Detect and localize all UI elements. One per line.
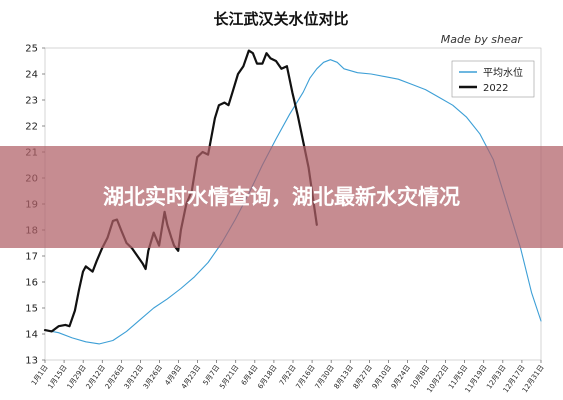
y-tick-label: 23 — [25, 96, 38, 107]
y-tick-label: 13 — [25, 356, 38, 367]
x-tick-label: 5月7日 — [202, 364, 222, 387]
x-tick-label: 1月1日 — [30, 364, 50, 387]
legend-label-avg: 平均水位 — [483, 66, 523, 79]
legend-label-2022: 2022 — [483, 83, 508, 94]
y-tick-label: 24 — [25, 70, 38, 81]
headline-text: 湖北实时水情查询，湖北最新水灾情况 — [103, 185, 460, 209]
y-tick-label: 25 — [25, 44, 38, 55]
legend-box — [451, 60, 535, 98]
x-tick-label: 3月26日 — [142, 364, 164, 391]
x-tick-label: 4月23日 — [180, 364, 202, 391]
y-tick-label: 15 — [25, 304, 38, 315]
x-tick-label: 6月18日 — [256, 364, 278, 391]
x-tick-label: 4月9日 — [163, 364, 183, 387]
series-line-average — [44, 59, 542, 345]
chart-credit: Made by shear — [441, 33, 524, 46]
y-tick-label: 22 — [25, 122, 38, 133]
series-line-2022 — [43, 49, 318, 333]
legend: 平均水位 2022 — [451, 60, 535, 98]
y-tick-label: 17 — [25, 252, 38, 263]
x-tick-label: 5月21日 — [218, 364, 240, 391]
x-tick-label: 6月4日 — [240, 364, 260, 387]
chart-title: 长江武汉关水位对比 — [213, 10, 348, 28]
headline-banner: 湖北实时水情查询，湖北最新水灾情况 — [0, 146, 563, 248]
y-tick-label: 14 — [25, 330, 38, 341]
y-tick-label: 16 — [25, 278, 38, 289]
x-tick-label: 7月2日 — [278, 364, 298, 387]
series-layer — [43, 49, 542, 345]
